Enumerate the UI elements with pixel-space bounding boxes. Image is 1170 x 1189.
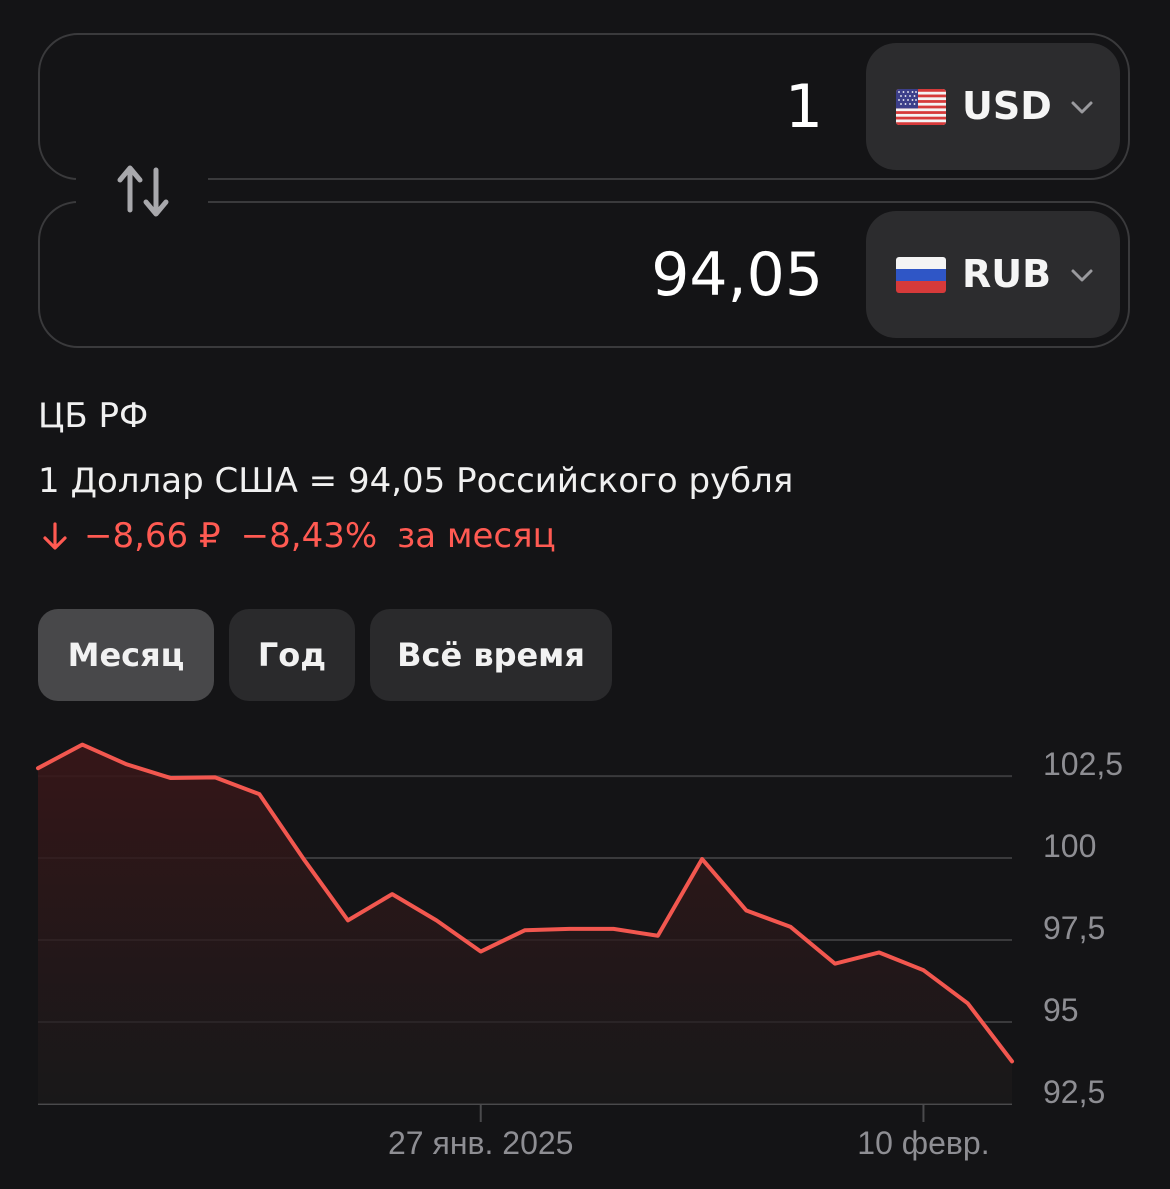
from-currency-card: 1 USD xyxy=(38,33,1130,180)
y-tick-label: 95 xyxy=(1043,992,1079,1028)
to-currency-select[interactable]: RUB xyxy=(866,211,1120,338)
from-currency-select[interactable]: USD xyxy=(866,43,1120,170)
period-tab-year[interactable]: Год xyxy=(229,609,355,701)
arrow-down-icon xyxy=(43,522,67,550)
y-tick-label: 100 xyxy=(1043,828,1096,864)
to-currency-code: RUB xyxy=(962,252,1052,296)
x-tick-label: 10 февр. xyxy=(857,1125,989,1161)
ru-flag-icon xyxy=(896,257,946,293)
from-amount-input[interactable]: 1 xyxy=(784,71,823,142)
change-percent: −8,43% xyxy=(240,516,378,556)
to-currency-card: 94,05 RUB xyxy=(38,201,1130,348)
swap-gap xyxy=(76,170,208,212)
chevron-down-icon xyxy=(1071,101,1093,114)
change-period: за месяц xyxy=(397,516,556,556)
x-tick-label: 27 янв. 2025 xyxy=(388,1125,573,1161)
to-amount-input[interactable]: 94,05 xyxy=(651,239,823,310)
change-absolute: −8,66 ₽ xyxy=(84,516,221,556)
y-tick-label: 97,5 xyxy=(1043,910,1105,946)
rate-chart: 102,5 100 97,5 95 92,5 27 янв. 2025 10 февр. xyxy=(36,742,1123,1161)
rate-change: −8,66 ₽ −8,43% за месяц xyxy=(38,516,576,556)
period-tab-all-time[interactable]: Всё время xyxy=(370,609,612,701)
from-currency-code: USD xyxy=(962,84,1052,128)
y-tick-label: 102,5 xyxy=(1043,746,1123,782)
swap-arrows-icon[interactable] xyxy=(116,160,170,222)
period-tab-month[interactable]: Месяц xyxy=(38,609,214,701)
us-flag-icon xyxy=(896,89,946,125)
chevron-down-icon xyxy=(1071,269,1093,282)
y-tick-label: 92,5 xyxy=(1043,1074,1105,1110)
rate-text: 1 Доллар США = 94,05 Российского рубля xyxy=(38,461,794,501)
rate-source: ЦБ РФ xyxy=(38,396,149,436)
chart-area-fill xyxy=(38,744,1012,1104)
